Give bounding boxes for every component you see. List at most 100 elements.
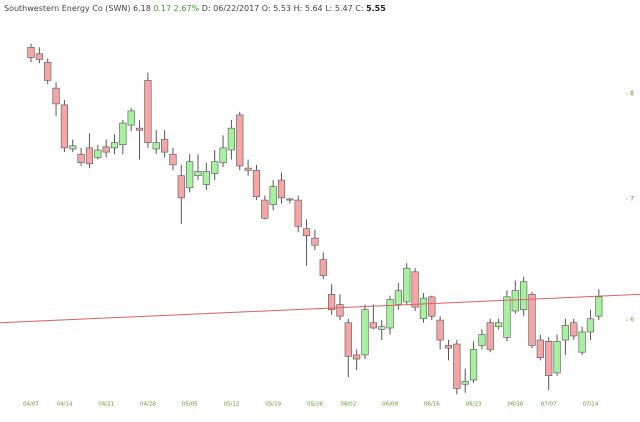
x-tick-label: 04/28 <box>140 402 156 408</box>
candle-body <box>444 345 453 349</box>
candle-body <box>561 325 569 341</box>
x-tick-label: 07/14 <box>583 402 599 408</box>
trend-line <box>0 293 640 324</box>
x-tick-label: 05/05 <box>182 402 198 408</box>
candle-body <box>327 294 336 310</box>
candle-body <box>294 199 302 227</box>
candle-body <box>119 122 127 146</box>
candle-body <box>35 53 43 60</box>
candle-body <box>102 146 110 153</box>
chart-header: Southwestern Energy Co (SWN) 6.18 0.17 2… <box>4 4 386 13</box>
y-tick-label: 6 <box>630 317 634 324</box>
last-price: 6.18 <box>133 4 151 13</box>
candle-body <box>361 309 369 356</box>
candle-body <box>461 381 469 385</box>
candle-body <box>536 339 544 358</box>
x-tick-label: 06/09 <box>382 402 398 408</box>
candle-body <box>494 322 503 327</box>
x-tick-label: 04/07 <box>23 402 39 408</box>
candle-body <box>394 290 403 305</box>
candle-body <box>419 297 428 320</box>
close-label: C: <box>355 4 363 13</box>
candle-body <box>578 331 586 353</box>
candle-body <box>453 343 461 389</box>
candle-body <box>469 349 478 381</box>
candle-body <box>186 161 194 189</box>
candle-body <box>252 169 261 198</box>
high: H: 5.64 <box>294 4 323 13</box>
candle-body <box>586 318 595 333</box>
candle-body <box>244 167 252 171</box>
candle-body <box>60 104 68 149</box>
candle-body <box>161 139 169 153</box>
candle-body <box>570 322 578 337</box>
candle-body <box>152 142 160 150</box>
candle-body <box>177 175 185 199</box>
candle-body <box>353 354 361 360</box>
y-tick-label: 7 <box>630 195 634 202</box>
candle-body <box>194 171 202 177</box>
date: D: 06/22/2017 <box>202 4 260 13</box>
candle-body <box>436 319 444 341</box>
candle-body <box>302 228 311 237</box>
candle-body <box>52 87 60 105</box>
change: 0.17 <box>153 4 171 13</box>
candle-body <box>27 46 35 58</box>
candle-body <box>478 334 486 346</box>
candle-body <box>236 114 244 167</box>
candle-body <box>261 199 269 219</box>
candle-body <box>227 127 236 151</box>
x-tick-label: 07/07 <box>541 402 557 408</box>
candle-body <box>319 259 327 276</box>
x-tick-label: 05/19 <box>265 402 281 408</box>
candle-body <box>44 61 52 81</box>
x-tick-label: 06/02 <box>340 402 356 408</box>
candle-body <box>378 326 386 330</box>
candle-body <box>520 281 528 310</box>
candle-body <box>386 299 394 329</box>
candle-body <box>344 322 352 357</box>
candle-body <box>77 153 85 164</box>
low: L: 5.47 <box>325 4 353 13</box>
candle-body <box>110 142 119 149</box>
ticker-name: Southwestern Energy Co (SWN) <box>4 4 131 13</box>
candle-body <box>403 267 411 303</box>
candle-body <box>311 237 319 246</box>
x-tick-label: 06/16 <box>424 402 440 408</box>
candle-body <box>486 322 494 350</box>
x-tick-label: 06/30 <box>507 402 523 408</box>
y-tick-label: 8 <box>630 91 634 98</box>
x-tick-label: 06/23 <box>466 402 482 408</box>
candle-body <box>286 198 294 201</box>
candle-body <box>528 294 536 346</box>
candle-body <box>169 153 177 166</box>
candle-body <box>369 322 377 329</box>
x-tick-label: 04/14 <box>56 402 72 408</box>
candle-body <box>336 304 344 317</box>
candle-body <box>269 186 277 205</box>
open: O: 5.53 <box>262 4 291 13</box>
candle-body <box>545 341 553 377</box>
candle-body <box>85 147 94 165</box>
candle-body <box>202 171 210 185</box>
candle-body <box>503 296 511 338</box>
change-pct: 2.67% <box>174 4 200 13</box>
close: 5.55 <box>366 4 386 13</box>
candle-body <box>553 341 561 374</box>
candle-body <box>277 179 286 199</box>
candle-body <box>127 110 135 126</box>
candle-body <box>511 290 519 312</box>
x-tick-label: 04/21 <box>98 402 114 408</box>
candle-body <box>94 149 102 158</box>
candle-body <box>144 80 152 143</box>
candle-body <box>69 145 77 150</box>
candle-body <box>135 127 144 131</box>
x-tick-label: 05/12 <box>223 402 239 408</box>
candle-body <box>219 147 227 164</box>
candle-body <box>211 161 219 174</box>
candle-body <box>411 271 419 308</box>
x-tick-label: 05/26 <box>307 402 323 408</box>
candle-body <box>595 296 603 317</box>
